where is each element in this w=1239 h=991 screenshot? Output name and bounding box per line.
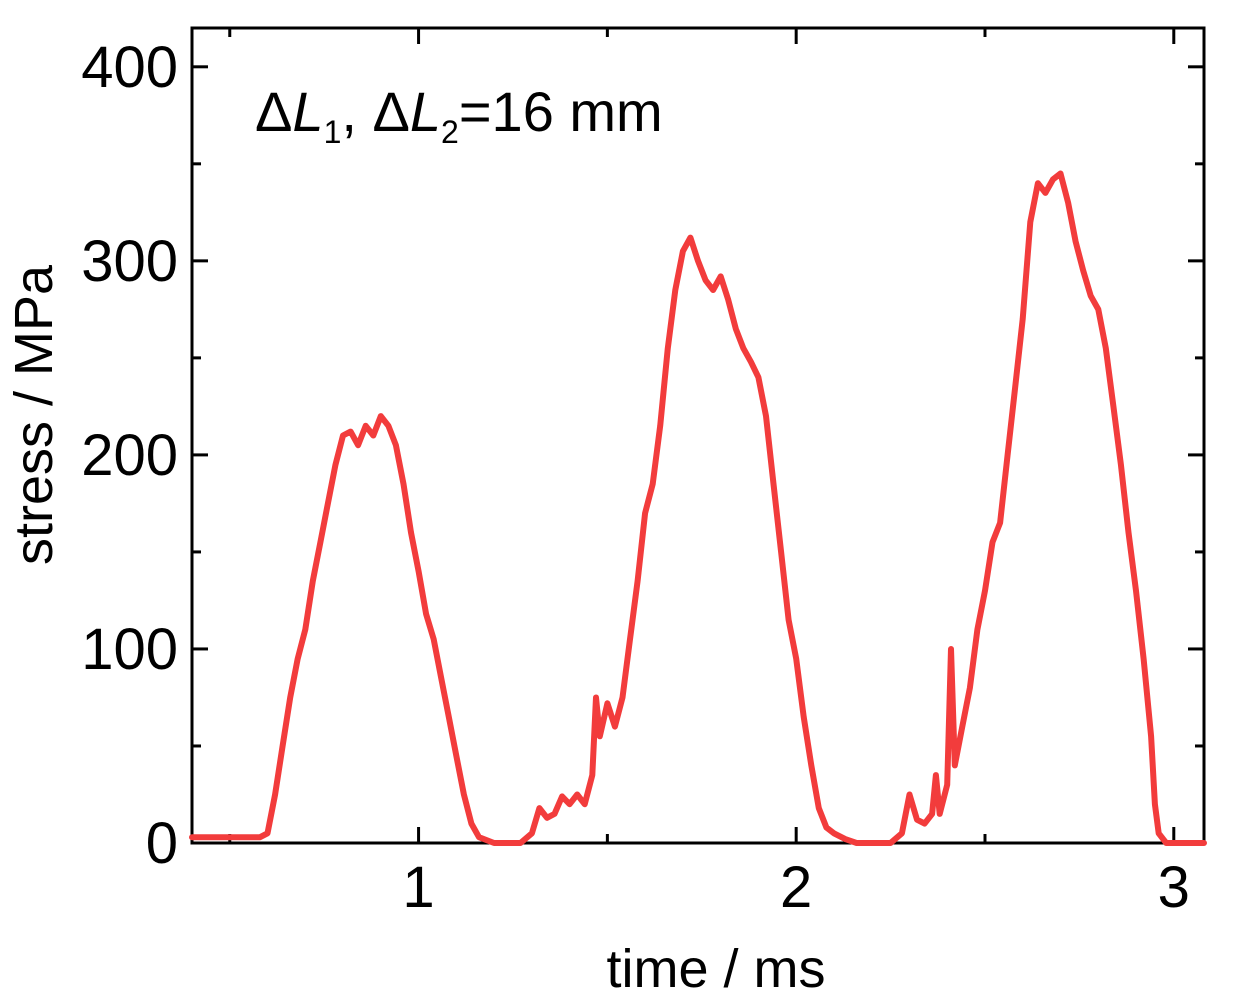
series-line [189,170,1207,846]
x-tick-label: 3 [1158,855,1190,920]
y-tick-label: 200 [81,423,178,488]
y-tick-label: 100 [81,617,178,682]
y-tick-label: 300 [81,229,178,294]
x-tick-label: 2 [780,855,812,920]
chart-annotation: ΔL1, ΔL2=16 mm [255,80,663,150]
x-axis-title: time / ms [606,939,825,991]
axis-ticks [192,28,1204,845]
y-tick-label: 400 [81,35,178,100]
x-tick-label: 1 [402,855,434,920]
plot-frame [190,26,1206,845]
y-tick-label: 0 [146,811,178,876]
y-axis-title: stress / MPa [4,264,64,565]
axis-tick-labels: 1 2 3 0 100 200 300 400 [81,35,1190,920]
